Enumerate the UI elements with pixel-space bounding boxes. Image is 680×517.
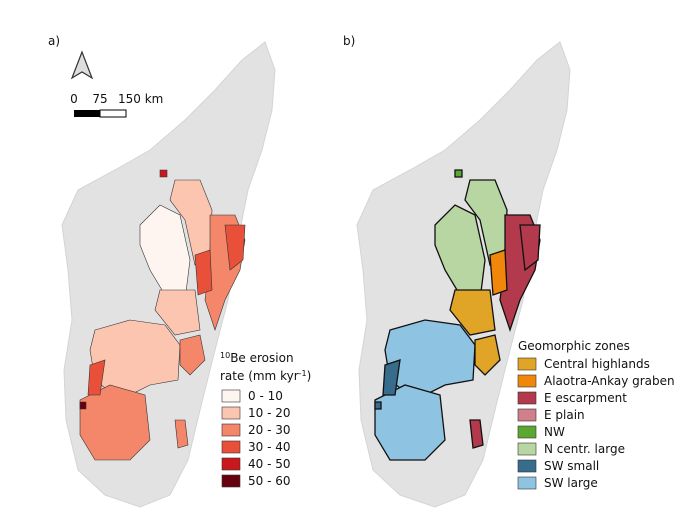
map-panel-b: b) Geomorphic zones Central highlands Ala… [343,34,675,508]
legend-swatch [221,457,241,471]
legend: 0 - 10 10 - 20 20 - 30 30 - 40 40 - 50 50 - 6… [221,389,291,488]
legend-swatch [517,476,537,490]
basin [224,224,246,271]
basin [174,419,189,449]
legend-swatch [517,391,537,405]
map-panel-a: a) 0 75 150 km 10Be erosion rate (mm kyr… [48,34,311,508]
sup: 10 [220,351,230,360]
legend-label: Central highlands [544,357,650,371]
legend-swatch [517,459,537,473]
basin [374,401,382,410]
basins [79,169,246,461]
basin [179,334,206,376]
legend-swatch [517,442,537,456]
legend-swatch [221,440,241,454]
basins [374,169,541,461]
text: rate (mm kyr [220,369,299,383]
basin [449,289,496,336]
basin [87,359,106,396]
basin [194,249,213,296]
legend-swatch [221,423,241,437]
scale-label: 75 [92,92,107,106]
legend-label: E plain [544,408,585,422]
legend-label: NW [544,425,565,439]
legend-label: E escarpment [544,391,627,405]
legend-label: 40 - 50 [248,457,291,471]
scale-label: 0 [70,92,78,106]
legend-label: 0 - 10 [248,389,283,403]
legend-swatch [221,406,241,420]
legend-swatch [517,408,537,422]
basin [519,224,541,272]
basin [79,384,151,461]
legend-swatch [517,374,537,388]
legend-label: SW large [544,476,598,490]
legend-title: 10Be erosion [220,351,294,365]
panel-label: a) [48,34,60,48]
sup: -1 [299,369,307,378]
legend-title: Geomorphic zones [518,339,630,353]
basin [474,334,501,376]
legend-label: Alaotra-Ankay graben [544,374,675,388]
legend-swatch [221,389,241,403]
basin [489,249,508,296]
text: Be erosion [230,351,293,365]
text: ) [307,369,312,383]
legend-label: N centr. large [544,442,625,456]
scale-label: 150 km [118,92,163,106]
panel-label: b) [343,34,355,48]
legend-swatch [221,474,241,488]
legend-swatch [517,357,537,371]
basin [469,419,484,449]
legend-label: 10 - 20 [248,406,291,420]
legend-label: SW small [544,459,599,473]
basin [154,289,201,336]
legend: Central highlands Alaotra-Ankay graben E e… [517,357,675,490]
legend-label: 30 - 40 [248,440,291,454]
basin [159,169,168,178]
basin [79,401,87,410]
scale-bar [74,110,100,117]
basin [374,384,446,461]
legend-title: rate (mm kyr-1) [220,369,311,383]
basin [454,169,463,178]
legend-swatch [517,425,537,439]
legend-label: 20 - 30 [248,423,291,437]
scale-bar [99,109,127,118]
legend-label: 50 - 60 [248,474,291,488]
basin [382,359,401,396]
north-arrow [70,50,94,80]
